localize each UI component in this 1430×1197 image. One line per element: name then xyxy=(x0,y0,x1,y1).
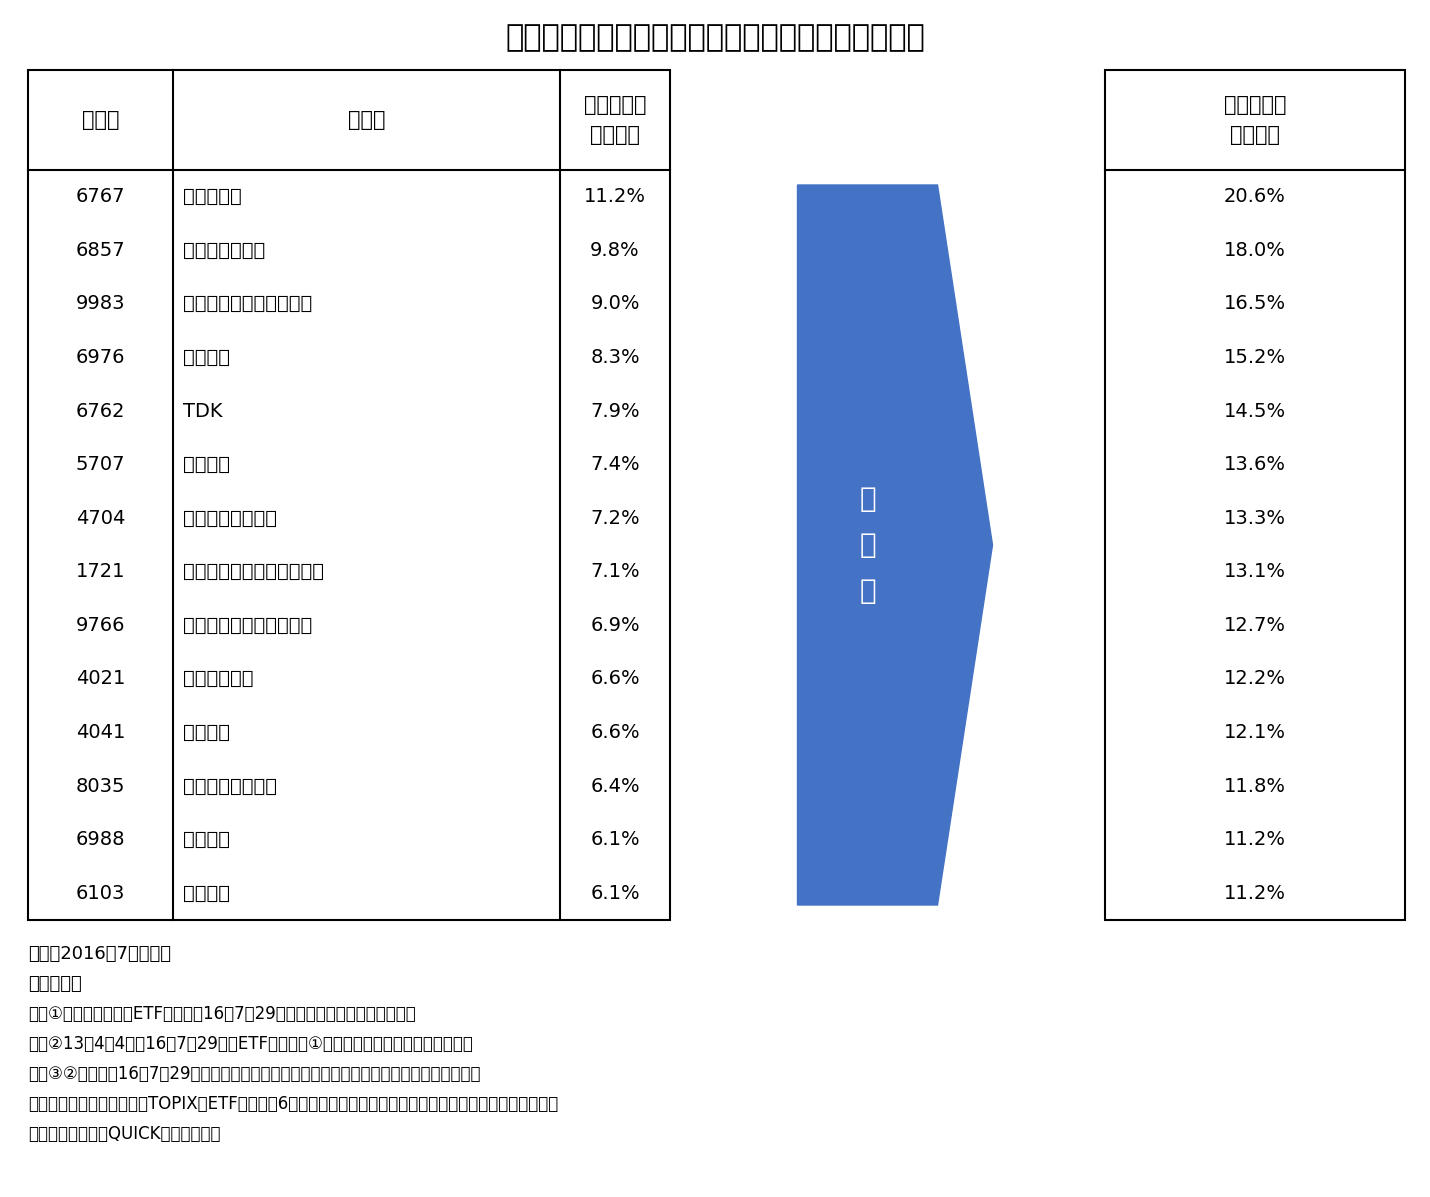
Text: トレンドマイクロ: トレンドマイクロ xyxy=(183,509,277,528)
Text: 20.6%: 20.6% xyxy=(1224,187,1286,206)
Text: 13.1%: 13.1% xyxy=(1224,563,1286,582)
Text: 【図２】日銀の間接的な株式保有割合が大きい企業: 【図２】日銀の間接的な株式保有割合が大きい企業 xyxy=(505,24,925,53)
Text: 9983: 9983 xyxy=(76,294,126,314)
Text: 8.3%: 8.3% xyxy=(591,348,639,367)
Text: 9.8%: 9.8% xyxy=(591,241,639,260)
Text: 日東電工: 日東電工 xyxy=(183,831,230,849)
Text: コムシスホールディングス: コムシスホールディングス xyxy=(183,563,325,582)
Bar xyxy=(1105,69,1406,920)
Text: 「１年後」は日経平均・TOPIX型ETFを追加で6兆円購入した場合、個別銘柄の時価総額等は変わらずを想定: 「１年後」は日経平均・TOPIX型ETFを追加で6兆円購入した場合、個別銘柄の時… xyxy=(29,1095,558,1113)
Text: 12.2%: 12.2% xyxy=(1224,669,1286,688)
Text: 太陽誘電: 太陽誘電 xyxy=(183,348,230,367)
Text: 7.4%: 7.4% xyxy=(591,455,639,474)
Text: コナミホールディングス: コナミホールディングス xyxy=(183,616,312,634)
Text: 8035: 8035 xyxy=(76,777,126,796)
Text: ①日銀が買入れたETFの割合は16年7月29日時点の時価総額比率とする。: ①日銀が買入れたETFの割合は16年7月29日時点の時価総額比率とする。 xyxy=(29,1005,416,1023)
Text: 18.0%: 18.0% xyxy=(1224,241,1286,260)
Text: 6.6%: 6.6% xyxy=(591,723,639,742)
Text: 日産化学工業: 日産化学工業 xyxy=(183,669,253,688)
Text: 4021: 4021 xyxy=(76,669,126,688)
Text: 6.4%: 6.4% xyxy=(591,777,639,796)
Text: 6.1%: 6.1% xyxy=(591,883,639,903)
Text: TDK: TDK xyxy=(183,401,223,420)
Text: 12.7%: 12.7% xyxy=(1224,616,1286,634)
Text: 企業名: 企業名 xyxy=(347,110,385,130)
Text: 6988: 6988 xyxy=(76,831,126,849)
Text: アドバンテスト: アドバンテスト xyxy=(183,241,265,260)
Text: 13.3%: 13.3% xyxy=(1224,509,1286,528)
Text: 6103: 6103 xyxy=(76,883,126,903)
Text: 11.8%: 11.8% xyxy=(1224,777,1286,796)
Text: 12.1%: 12.1% xyxy=(1224,723,1286,742)
Text: 日銀の推定
保有割合: 日銀の推定 保有割合 xyxy=(583,96,646,145)
Text: （注）2016年7月末時点: （注）2016年7月末時点 xyxy=(29,944,172,964)
Text: 14.5%: 14.5% xyxy=(1224,401,1286,420)
Text: 一
年
後: 一 年 後 xyxy=(859,486,875,604)
Text: 9766: 9766 xyxy=(76,616,126,634)
Text: 13.6%: 13.6% xyxy=(1224,455,1286,474)
Text: ファーストリテイリング: ファーストリテイリング xyxy=(183,294,312,314)
Text: 1721: 1721 xyxy=(76,563,126,582)
Text: 6976: 6976 xyxy=(76,348,126,367)
Text: オークマ: オークマ xyxy=(183,883,230,903)
Text: 4041: 4041 xyxy=(76,723,126,742)
Text: 6857: 6857 xyxy=(76,241,126,260)
Text: 6767: 6767 xyxy=(76,187,126,206)
Text: 16.5%: 16.5% xyxy=(1224,294,1286,314)
Text: ②13年4月4日～16年7月29日のETF購入額に①を乗じたものを指数ごとに合計。: ②13年4月4日～16年7月29日のETF購入額に①を乗じたものを指数ごとに合計… xyxy=(29,1035,473,1053)
Text: 15.2%: 15.2% xyxy=(1224,348,1286,367)
Text: 7.2%: 7.2% xyxy=(591,509,639,528)
Text: 試算方法: 試算方法 xyxy=(29,976,82,994)
Text: 4704: 4704 xyxy=(76,509,126,528)
Text: 11.2%: 11.2% xyxy=(583,187,646,206)
Text: 6.6%: 6.6% xyxy=(591,669,639,688)
Text: 日銀の推定
保有割合: 日銀の推定 保有割合 xyxy=(1224,96,1286,145)
Text: 6762: 6762 xyxy=(76,401,126,420)
Bar xyxy=(29,69,671,920)
Text: 7.1%: 7.1% xyxy=(591,563,639,582)
Text: 7.9%: 7.9% xyxy=(591,401,639,420)
Text: ミツミ電機: ミツミ電機 xyxy=(183,187,242,206)
Text: ③②の金額と16年7月29日時点の指数構成比、個別銘柄の時価総額から保有割合を算出。: ③②の金額と16年7月29日時点の指数構成比、個別銘柄の時価総額から保有割合を算… xyxy=(29,1065,480,1083)
Polygon shape xyxy=(798,186,992,905)
Text: 日本曹達: 日本曹達 xyxy=(183,723,230,742)
Text: 東邦亜鉛: 東邦亜鉛 xyxy=(183,455,230,474)
Text: 東京エレクトロン: 東京エレクトロン xyxy=(183,777,277,796)
Text: 11.2%: 11.2% xyxy=(1224,883,1286,903)
Text: （資料）日銀、QUICKから筆者試算: （資料）日銀、QUICKから筆者試算 xyxy=(29,1125,220,1143)
Text: 5707: 5707 xyxy=(76,455,126,474)
Text: 11.2%: 11.2% xyxy=(1224,831,1286,849)
Text: 6.9%: 6.9% xyxy=(591,616,639,634)
Text: 9.0%: 9.0% xyxy=(591,294,639,314)
Text: 6.1%: 6.1% xyxy=(591,831,639,849)
Text: コード: コード xyxy=(82,110,119,130)
